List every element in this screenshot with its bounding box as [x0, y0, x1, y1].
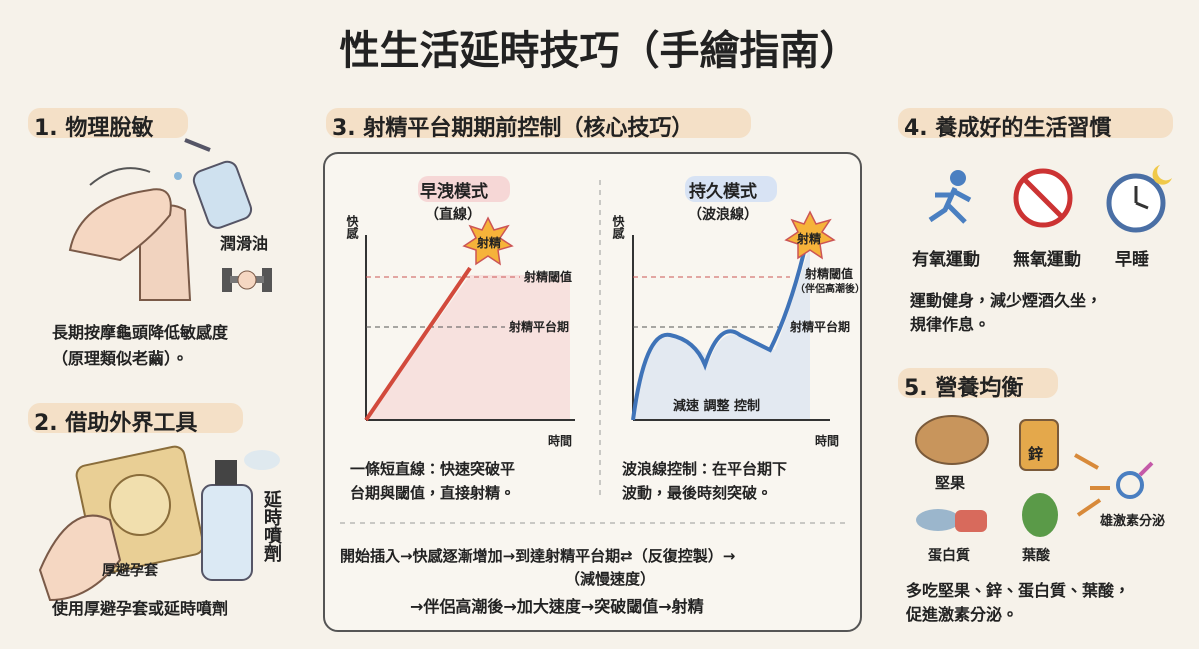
chart-title: 早洩模式 [420, 182, 488, 202]
axis-label: 快感 [611, 215, 625, 239]
chart-title: 持久模式 [689, 182, 757, 202]
chart-subtitle: （直線） [425, 207, 481, 223]
label: 潤滑油 [220, 234, 269, 253]
caption: 一條短直線：快速突破平 [350, 460, 516, 478]
burst-label: 射精 [797, 232, 822, 246]
axis-label: 時間 [815, 434, 840, 448]
item-label: 有氧運動 [912, 250, 980, 270]
label: 延時噴劑 [261, 490, 282, 562]
line-label: 射精閾值 [805, 267, 854, 281]
label: 厚避孕套 [102, 563, 158, 579]
item-label: 鋅 [1028, 445, 1044, 463]
heading: 1. 物理脫敏 [34, 116, 154, 141]
axis-label: 快感 [345, 215, 359, 239]
heading: 2. 借助外界工具 [34, 411, 198, 436]
caption: 促進激素分泌。 [906, 605, 1019, 624]
heading: 3. 射精平台期期前控制（核心技巧） [332, 116, 694, 141]
axis-label: 時間 [548, 434, 573, 448]
burst-label: 射精 [477, 236, 502, 250]
chart-subtitle: （波浪線） [688, 207, 758, 223]
item-label: 早睡 [1115, 250, 1149, 270]
item-label: 葉酸 [1022, 548, 1050, 564]
heading: 4. 養成好的生活習慣 [904, 116, 1112, 141]
result-label: 雄激素分泌 [1100, 514, 1166, 529]
item-label: 堅果 [935, 474, 966, 492]
line-label: 射精閾值 [524, 270, 573, 284]
line-note: （伴侶高潮後） [795, 284, 865, 295]
annotation: 減速 調整 控制 [673, 399, 761, 414]
caption: 台期與閾值，直接射精。 [350, 484, 516, 502]
heading: 5. 營養均衡 [904, 376, 1024, 401]
caption: 規律作息。 [910, 315, 991, 334]
flow-step: （減慢速度） [565, 570, 656, 588]
item-label: 無氧運動 [1013, 250, 1081, 270]
caption: （原理類似老繭）。 [52, 349, 189, 368]
line-label: 射精平台期 [509, 320, 570, 334]
caption: 波動，最後時刻突破。 [622, 484, 773, 502]
title: 性生活延時技巧（手繪指南） [339, 28, 860, 74]
caption: 運動健身，減少煙酒久坐， [910, 291, 1103, 310]
flow-step: 開始插入→快感逐漸增加→到達射精平台期⇄（反復控製）→ [340, 547, 736, 565]
caption: 多吃堅果、鋅、蛋白質、葉酸， [906, 581, 1131, 600]
flow-step: →伴侶高潮後→加大速度→突破閾值→射精 [410, 597, 704, 616]
caption: 波浪線控制：在平台期下 [622, 460, 788, 478]
item-label: 蛋白質 [928, 548, 970, 564]
caption: 長期按摩龜頭降低敏感度 [52, 323, 229, 342]
line-label: 射精平台期 [790, 320, 851, 334]
caption: 使用厚避孕套或延時噴劑 [52, 599, 229, 618]
